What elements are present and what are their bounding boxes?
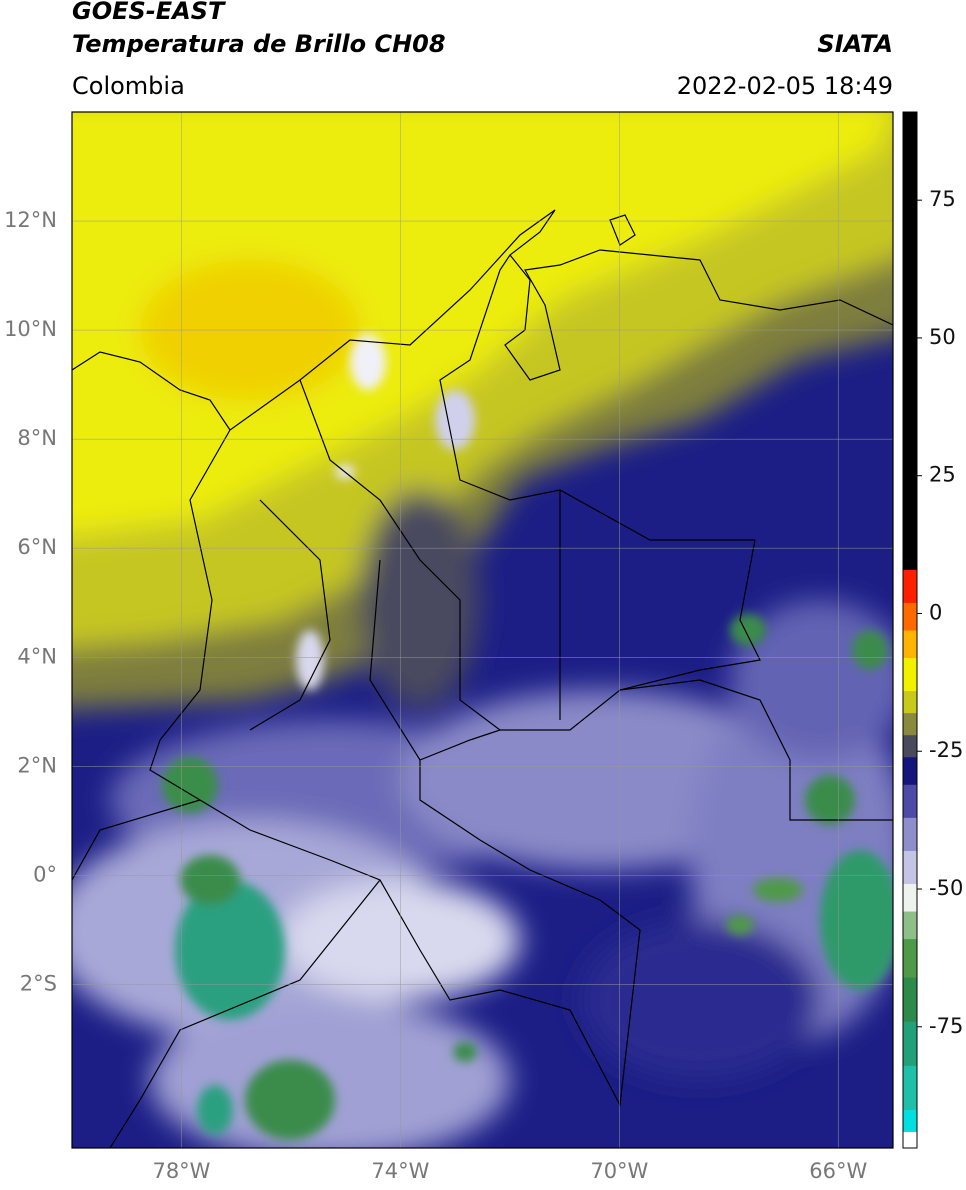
y-tick-label: 12°N bbox=[4, 208, 57, 232]
colorbar-tick-label: 0 bbox=[929, 600, 942, 624]
colorbar-band bbox=[903, 911, 917, 940]
title: GOES-EAST bbox=[72, 0, 226, 25]
y-tick-label: 0° bbox=[33, 862, 57, 886]
colorbar-band bbox=[903, 1109, 917, 1132]
colorbar-band bbox=[903, 657, 917, 692]
colorbar-tick-label: -50 bbox=[929, 876, 963, 900]
colorbar-band bbox=[903, 1131, 917, 1149]
colorbar-band bbox=[903, 602, 917, 631]
colorbar-band bbox=[903, 756, 917, 785]
y-tick-label: 2°S bbox=[20, 971, 57, 995]
map-frame bbox=[71, 111, 894, 1149]
colorbar-tick-label: 50 bbox=[929, 325, 956, 349]
borders bbox=[72, 209, 893, 1148]
colorbar: 75 50 25 0 -25 -50 -75 bbox=[903, 112, 963, 1149]
x-tick-label: 74°W bbox=[371, 1159, 429, 1183]
colorbar-band bbox=[903, 817, 917, 851]
colorbar-band bbox=[903, 630, 917, 659]
y-tick-label: 4°N bbox=[17, 644, 57, 668]
colorbar-band bbox=[903, 784, 917, 818]
colorbar-band bbox=[903, 977, 917, 1022]
graticule: 78°W 74°W 70°W 66°W 12°N 10°N 8°N 6°N 4°N 2°N 0° 2°… bbox=[4, 112, 893, 1183]
colorbar-band bbox=[903, 569, 917, 603]
colorbar-tick-label: -25 bbox=[929, 738, 963, 762]
x-tick-label: 70°W bbox=[590, 1159, 648, 1183]
datetime: 2022-02-05 18:49 bbox=[677, 72, 893, 100]
colorbar-band bbox=[903, 1065, 917, 1110]
region: Colombia bbox=[72, 72, 185, 100]
subtitle: Temperatura de Brillo CH08 bbox=[72, 30, 446, 58]
y-tick-label: 8°N bbox=[17, 426, 57, 450]
colorbar-band bbox=[903, 850, 917, 884]
y-tick-label: 6°N bbox=[17, 535, 57, 559]
x-tick-label: 78°W bbox=[152, 1159, 210, 1183]
y-tick-label: 2°N bbox=[17, 753, 57, 777]
colorbar-tick-label: 75 bbox=[929, 187, 956, 211]
colorbar-tick-label: -75 bbox=[929, 1014, 963, 1038]
source: SIATA bbox=[817, 30, 893, 58]
colorbar-band bbox=[903, 938, 917, 978]
x-tick-label: 66°W bbox=[809, 1159, 867, 1183]
satellite-image bbox=[72, 112, 893, 1148]
colorbar-band bbox=[903, 690, 917, 714]
colorbar-band bbox=[903, 112, 917, 570]
colorbar-band bbox=[903, 712, 917, 736]
colorbar-band bbox=[903, 1021, 917, 1066]
colorbar-band bbox=[903, 883, 917, 912]
colorbar-tick-label: 25 bbox=[929, 463, 956, 487]
colorbar-band bbox=[903, 734, 917, 758]
colorbar-frame bbox=[902, 111, 918, 1149]
y-tick-label: 10°N bbox=[4, 317, 57, 341]
